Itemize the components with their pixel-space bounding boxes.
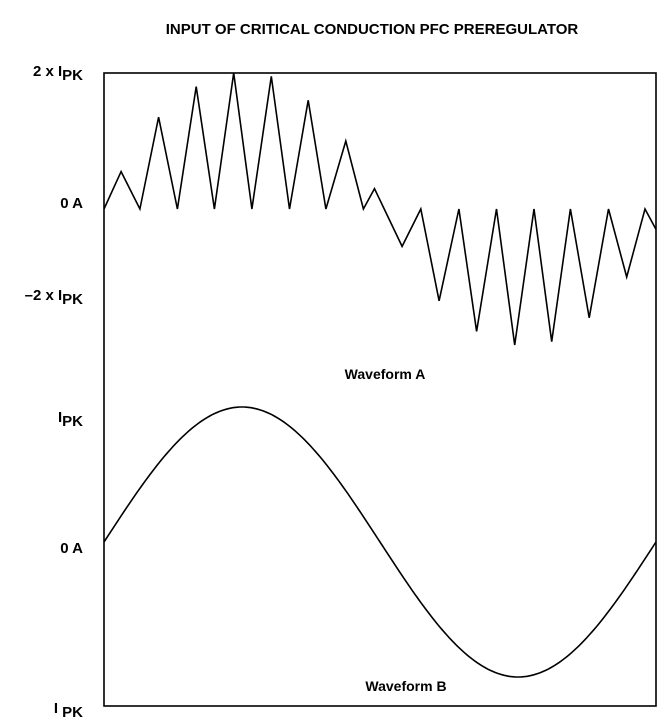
waveform-a-label: Waveform A	[345, 366, 426, 382]
y-tick-label: IPK	[58, 409, 83, 430]
plot-frame	[103, 72, 657, 707]
y-tick-label: –2 x IPK	[25, 287, 84, 308]
y-tick-label: 2 x IPK	[33, 63, 83, 84]
waveform-a-y-tick-labels: 2 x IPK 0 A –2 x IPK	[25, 63, 84, 308]
waveform-b-line	[103, 406, 657, 678]
y-tick-label: 0 A	[60, 195, 83, 212]
waveform-b-label: Waveform B	[365, 678, 446, 694]
chart-title: INPUT OF CRITICAL CONDUCTION PFC PREREGU…	[166, 21, 579, 38]
y-tick-label: I PK	[54, 700, 83, 718]
waveform-a-line	[103, 72, 657, 346]
y-tick-label: 0 A	[60, 540, 83, 557]
waveform-b-y-tick-labels: IPK 0 A I PK	[54, 409, 83, 718]
